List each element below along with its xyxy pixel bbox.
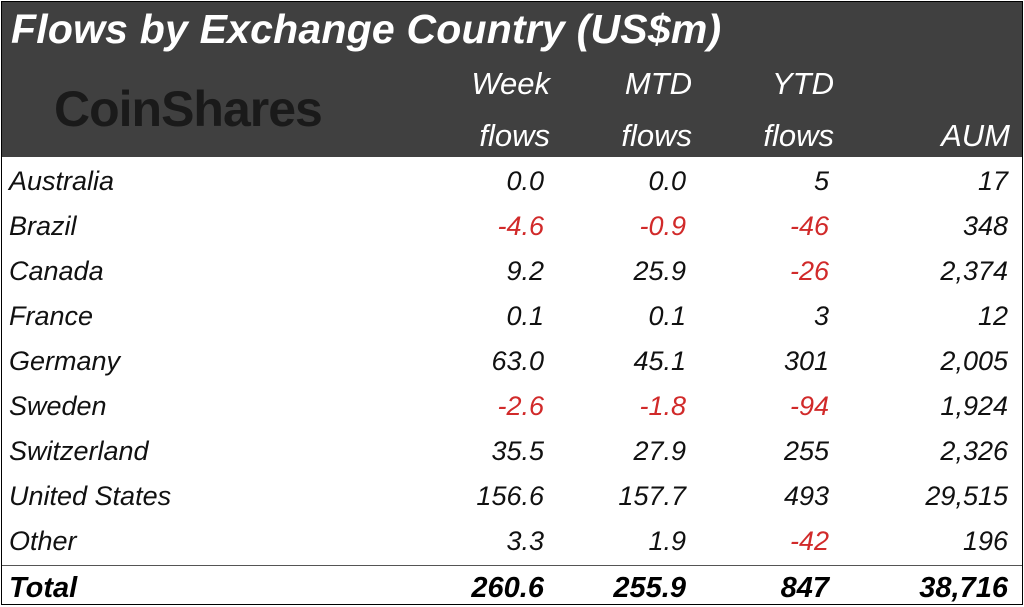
week-value: 3.3 <box>506 526 544 556</box>
table-row: France 0.1 0.1 3 12 <box>2 294 1022 339</box>
ytd-value: 301 <box>783 346 829 376</box>
table-row: Switzerland 35.5 27.9 255 2,326 <box>2 429 1022 474</box>
aum-value: 12 <box>977 301 1008 331</box>
week-value: 260.6 <box>471 572 544 604</box>
ytd-value: 255 <box>783 436 829 466</box>
aum-value: 29,515 <box>925 481 1008 511</box>
column-header-mtd: MTD flows <box>621 66 692 153</box>
country-name: Australia <box>9 166 115 196</box>
table-row: Germany 63.0 45.1 301 2,005 <box>2 339 1022 384</box>
ytd-value: 3 <box>813 301 829 331</box>
week-value: 63.0 <box>491 346 544 376</box>
table-row: Australia 0.0 0.0 5 17 <box>2 159 1022 204</box>
table-row: Brazil -4.6 -0.9 -46 348 <box>2 204 1022 249</box>
coinshares-logo: CoinShares <box>54 81 323 137</box>
mtd-value: 0.1 <box>648 301 686 331</box>
total-row: Total 260.6 255.9 847 38,716 <box>2 566 1022 604</box>
aum-value: 348 <box>962 211 1008 241</box>
column-header-week: Week flows <box>471 66 550 153</box>
ytd-value: 5 <box>813 166 829 196</box>
total-divider <box>2 565 1022 566</box>
country-name: Canada <box>9 256 104 286</box>
aum-value: 38,716 <box>919 572 1008 604</box>
table-row: United States 156.6 157.7 493 29,515 <box>2 474 1022 519</box>
table-header: Flows by Exchange Country (US$m) CoinSha… <box>2 2 1022 157</box>
country-name: France <box>9 301 94 331</box>
aum-value: 2,326 <box>940 436 1008 466</box>
chart-title: Flows by Exchange Country (US$m) <box>11 6 722 52</box>
week-value: -2.6 <box>497 391 544 421</box>
column-header-aum: AUM <box>941 118 1010 153</box>
aum-value: 1,924 <box>940 391 1008 421</box>
ytd-value: 493 <box>783 481 829 511</box>
week-value: -4.6 <box>497 211 544 241</box>
week-value: 35.5 <box>491 436 544 466</box>
mtd-value: 255.9 <box>613 572 686 604</box>
ytd-value: 847 <box>780 572 829 604</box>
mtd-value: 0.0 <box>648 166 686 196</box>
country-name: Switzerland <box>9 436 149 466</box>
country-name: Brazil <box>9 211 77 241</box>
table-row: Sweden -2.6 -1.8 -94 1,924 <box>2 384 1022 429</box>
mtd-value: 157.7 <box>618 481 686 511</box>
mtd-value: -0.9 <box>639 211 686 241</box>
country-name: United States <box>9 481 172 511</box>
ytd-value: -42 <box>789 526 829 556</box>
country-name: Sweden <box>9 391 107 421</box>
week-value: 0.1 <box>506 301 544 331</box>
country-name: Germany <box>9 346 121 376</box>
mtd-value: 45.1 <box>633 346 686 376</box>
ytd-value: -26 <box>789 256 829 286</box>
week-value: 156.6 <box>476 481 544 511</box>
aum-value: 196 <box>962 526 1008 556</box>
table-row: Canada 9.2 25.9 -26 2,374 <box>2 249 1022 294</box>
mtd-value: 1.9 <box>648 526 686 556</box>
table-row: Other 3.3 1.9 -42 196 <box>2 519 1022 564</box>
column-header-ytd: YTD flows <box>763 66 834 153</box>
aum-value: 2,005 <box>940 346 1008 376</box>
aum-value: 2,374 <box>940 256 1008 286</box>
mtd-value: 27.9 <box>633 436 686 466</box>
ytd-value: -46 <box>789 211 829 241</box>
country-name: Other <box>9 526 77 556</box>
mtd-value: 25.9 <box>633 256 686 286</box>
aum-value: 17 <box>977 166 1008 196</box>
week-value: 0.0 <box>506 166 544 196</box>
total-label: Total <box>9 572 78 604</box>
week-value: 9.2 <box>506 256 544 286</box>
mtd-value: -1.8 <box>639 391 686 421</box>
ytd-value: -94 <box>789 391 829 421</box>
